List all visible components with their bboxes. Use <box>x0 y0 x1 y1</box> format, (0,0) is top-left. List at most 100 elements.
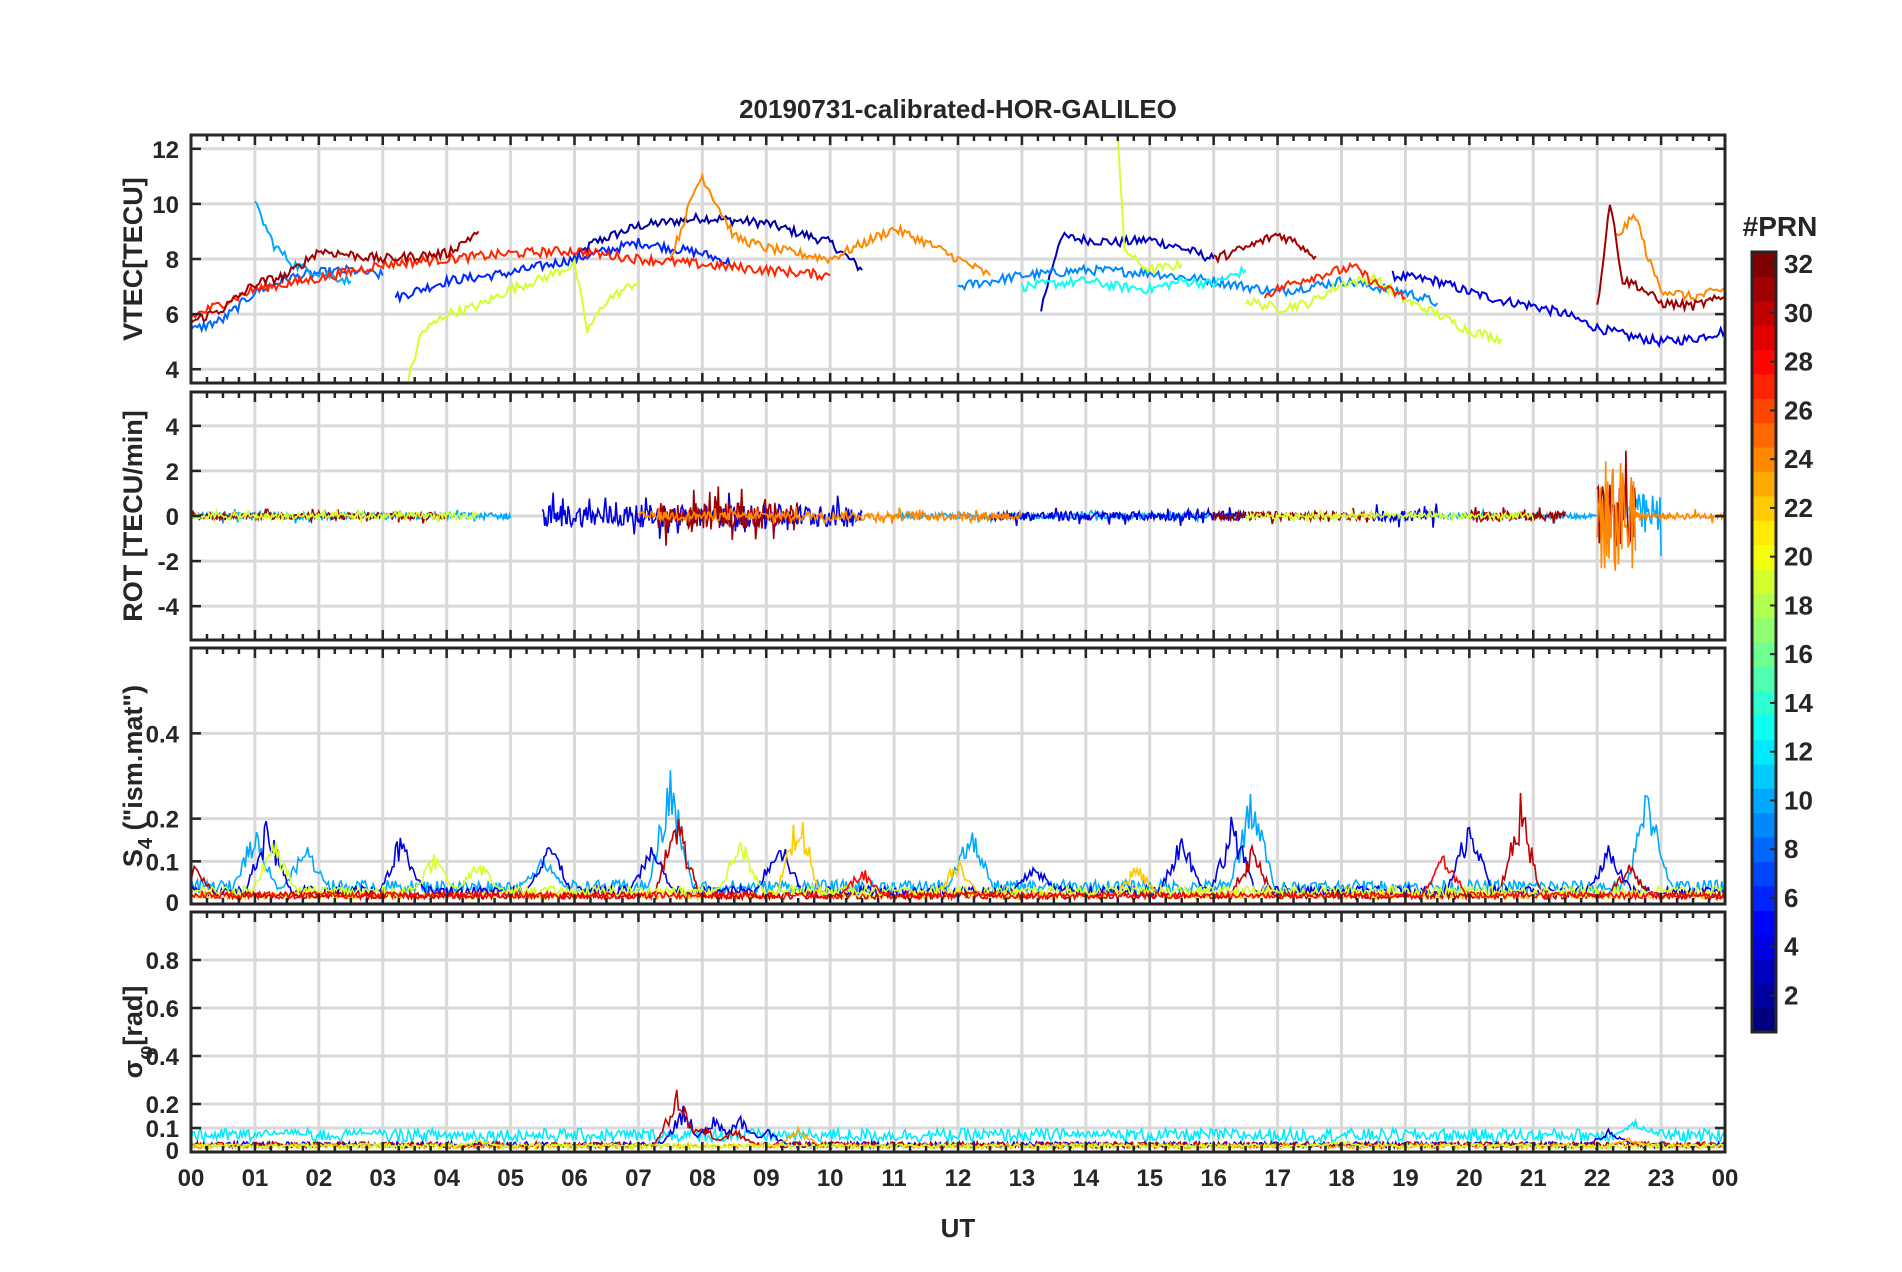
colorbar-swatch <box>1752 373 1776 399</box>
y-axis-label-sigphi: σφ[rad] <box>118 986 157 1079</box>
y-tick-label: 0.2 <box>146 807 179 834</box>
colorbar-tick-label: 20 <box>1784 542 1813 572</box>
y-tick-label: 12 <box>152 137 179 164</box>
series-line-prn31 <box>1213 232 1317 265</box>
colorbar-tick-label: 24 <box>1784 444 1813 474</box>
x-tick-label: 08 <box>689 1165 716 1192</box>
panel-s4: 0.1 0.2 0.4 0 S4 ("ism.mat") <box>118 646 1727 917</box>
colorbar-tick-label: 28 <box>1784 347 1813 377</box>
series-line-prn10 <box>254 200 352 287</box>
x-tick-label: 12 <box>945 1165 972 1192</box>
colorbar-tick-label: 32 <box>1784 249 1813 279</box>
series-line-prn27 <box>1263 261 1406 301</box>
y-tick-label: 0.1 <box>146 849 179 876</box>
data-layer <box>191 138 1725 383</box>
series-line-prn19 <box>1244 270 1503 346</box>
x-tick-label: 05 <box>497 1165 524 1192</box>
axes-frame <box>189 646 1727 906</box>
index-series-prn12 <box>191 1117 1725 1145</box>
x-tick-label: 06 <box>561 1165 588 1192</box>
colorbar-tick-label: 14 <box>1784 688 1813 718</box>
colorbar-swatch <box>1752 763 1776 789</box>
y-axis-label-vtec: VTEC[TECU] <box>118 177 148 341</box>
x-tick-label: 03 <box>369 1165 396 1192</box>
colorbar-tick-label: 8 <box>1784 834 1798 864</box>
series-line-prn19 <box>407 256 640 383</box>
x-tick-label: 22 <box>1584 1165 1611 1192</box>
y-tick-label: 0.4 <box>146 721 180 748</box>
y-tick-label: 0.6 <box>146 996 179 1023</box>
x-tick-label: 23 <box>1648 1165 1675 1192</box>
y-tick-label: 6 <box>166 302 179 329</box>
axes-frame <box>189 133 1727 385</box>
y-tick-label: 4 <box>166 414 180 441</box>
y-label-rest: [rad] <box>118 986 148 1046</box>
series-line-prn4 <box>1391 269 1725 349</box>
series-line-prn3 <box>1040 231 1215 312</box>
y-tick-label: -4 <box>158 594 180 621</box>
panel-rot: -4 -2 0 2 4 ROT [TECU/min] <box>118 390 1727 642</box>
y-label-subscript: φ <box>135 1046 157 1060</box>
x-tick-label: 00 <box>178 1165 205 1192</box>
axes-frame <box>189 910 1727 1154</box>
x-tick-label: 00 <box>1712 1165 1739 1192</box>
x-tick-label: 21 <box>1520 1165 1547 1192</box>
y-axis-label-rot: ROT [TECU/min] <box>118 410 148 621</box>
y-tick-label: 8 <box>166 247 179 274</box>
rot-series-prn24 <box>637 461 1725 571</box>
colorbar-tick-label: 18 <box>1784 590 1813 620</box>
colorbar-swatch <box>1752 568 1776 594</box>
x-tick-label: 19 <box>1392 1165 1419 1192</box>
panel-sigphi: 0.10.2 0.4 0.6 0.8 0 σφ[rad] 00 01 02 03 04 05 06 07 0… <box>118 910 1739 1192</box>
series-line-prn31 <box>1596 204 1725 314</box>
series-line-prn31 <box>191 230 480 324</box>
colorbar-swatch <box>1752 471 1776 497</box>
x-tick-label: 02 <box>305 1165 332 1192</box>
colorbar-swatch <box>1752 422 1776 448</box>
y-tick-label: 10 <box>152 192 179 219</box>
x-tick-label: 13 <box>1009 1165 1036 1192</box>
colorbar-swatch <box>1752 910 1776 936</box>
colorbar-tick-label: 4 <box>1784 932 1799 962</box>
colorbar-swatch <box>1752 861 1776 887</box>
x-tick-label: 14 <box>1072 1165 1099 1192</box>
x-tick-label: 09 <box>753 1165 780 1192</box>
y-tick-label: 4 <box>166 357 180 384</box>
colorbar-tick-label: 22 <box>1784 493 1813 523</box>
series-line-prn13 <box>1020 264 1247 295</box>
series-line-prn6 <box>394 237 736 305</box>
y-tick-label: 0.8 <box>146 948 179 975</box>
x-tick-label: 18 <box>1328 1165 1355 1192</box>
y-label-subscript: 4 <box>135 837 157 849</box>
y-tick-label: 0.2 <box>146 1092 179 1119</box>
colorbar-tick-label: 26 <box>1784 395 1813 425</box>
y-tick-label: -2 <box>158 549 179 576</box>
colorbar-label: #PRN <box>1743 211 1818 242</box>
y-tick-label: 2 <box>166 459 179 486</box>
colorbar-swatch <box>1752 958 1776 984</box>
colorbar-tick-label: 30 <box>1784 298 1813 328</box>
y-tick-label: 0.4 <box>146 1044 180 1071</box>
y-label-rest: ("ism.mat") <box>118 685 148 838</box>
colorbar-frame <box>1750 250 1778 1034</box>
colorbar-tick-label: 10 <box>1784 785 1813 815</box>
x-tick-label: 20 <box>1456 1165 1483 1192</box>
x-tick-label: 17 <box>1264 1165 1291 1192</box>
series-line-prn8 <box>191 263 384 334</box>
colorbar-swatch <box>1752 812 1776 838</box>
x-tick-label: 07 <box>625 1165 652 1192</box>
colorbar-tick-label: 16 <box>1784 639 1813 669</box>
colorbar-tick-label: 2 <box>1784 980 1798 1010</box>
series-line-prn27 <box>191 245 831 320</box>
x-tick-label: 10 <box>817 1165 844 1192</box>
rot-series-prn19 <box>191 507 1535 525</box>
y-label-main: S <box>118 849 148 867</box>
y-tick-label: 0 <box>166 890 179 917</box>
colorbar-swatch <box>1752 715 1776 741</box>
x-tick-label: 16 <box>1200 1165 1227 1192</box>
colorbar-swatch <box>1752 325 1776 351</box>
x-tick-label: 04 <box>433 1165 460 1192</box>
